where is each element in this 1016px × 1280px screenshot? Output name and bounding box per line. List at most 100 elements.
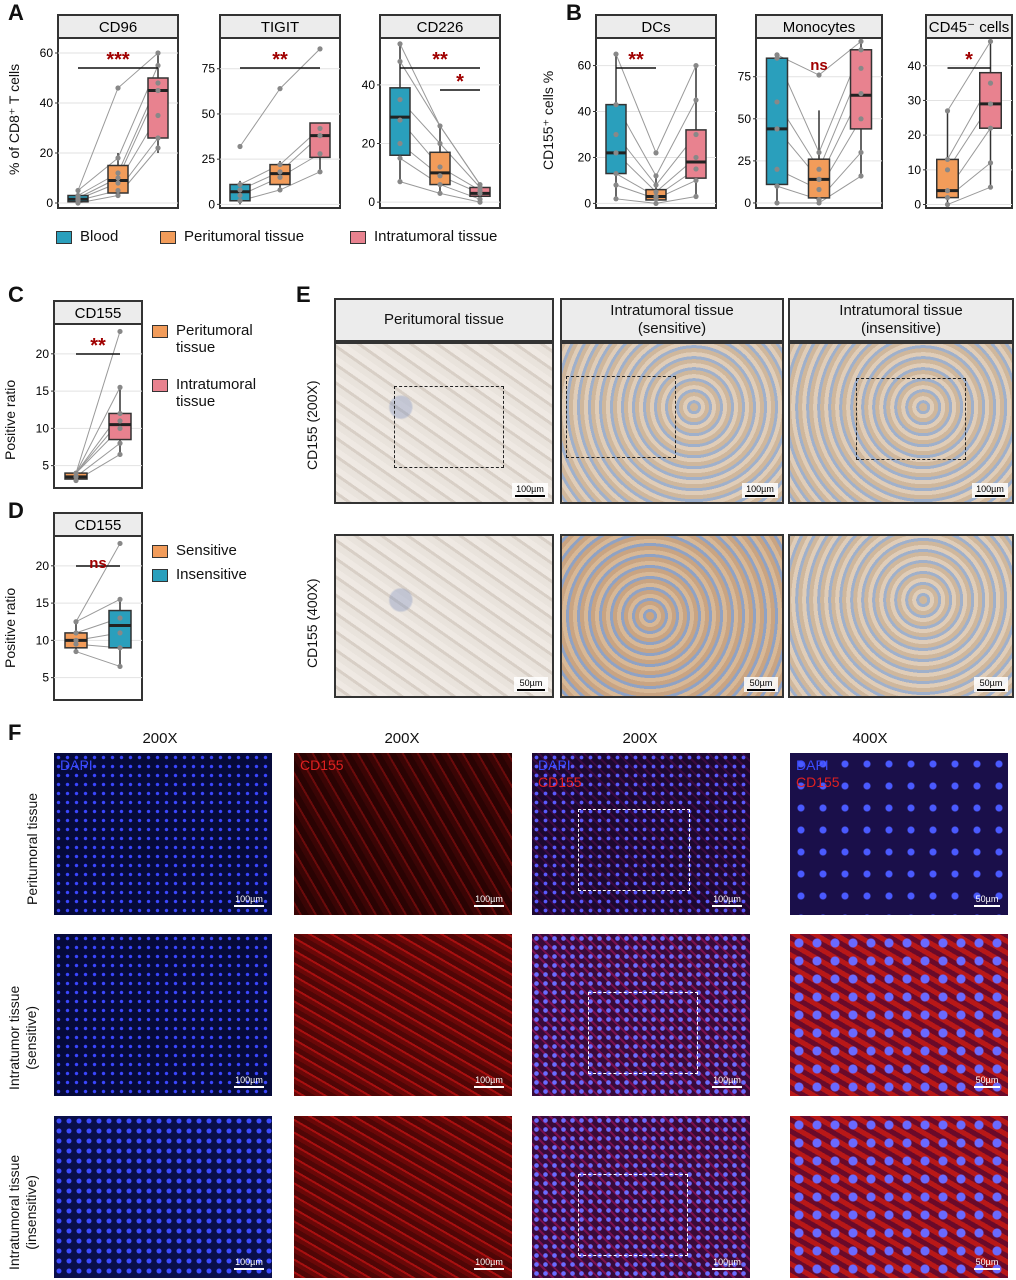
y-tick-label: 20	[36, 559, 50, 573]
boxplot-svg: CD45⁻ cells 0 10 20 30 40 *	[908, 14, 1013, 212]
data-point	[816, 72, 822, 78]
data-point	[613, 170, 619, 177]
legend-c-peritumoral-swatch	[152, 325, 168, 338]
facet-title: Monocytes	[783, 19, 856, 36]
data-point	[858, 38, 864, 44]
data-point	[693, 193, 699, 200]
scale-bar-label: 50µm	[975, 1075, 999, 1085]
sig-label: **	[272, 49, 288, 71]
data-point	[237, 192, 243, 198]
y-tick-label: 15	[36, 384, 50, 398]
data-point	[858, 116, 864, 122]
data-point	[816, 176, 822, 182]
if-cd155-insensitive: 100µm	[294, 1116, 512, 1278]
data-point	[117, 630, 123, 636]
scale-bar-label: 100µm	[235, 1075, 263, 1085]
box	[765, 57, 789, 186]
merge-dapi-label: DAPI	[538, 757, 571, 773]
panel-f-col-4: 400X	[852, 730, 888, 747]
panel-label-d: D	[8, 498, 24, 523]
scale-bar: 100µm	[234, 1257, 264, 1270]
data-point	[816, 166, 822, 172]
data-point	[117, 328, 123, 335]
scale-bar-line	[747, 689, 775, 691]
data-point	[437, 181, 443, 188]
y-tick-label: 20	[36, 347, 50, 361]
facet-title: CD155	[75, 305, 122, 322]
legend-d-insensitive-swatch	[152, 569, 168, 582]
ihc-insensitive-400x: 50µm	[788, 534, 1014, 698]
data-point	[397, 96, 403, 103]
panel-b-ylabel: CD155⁺ cells %	[540, 70, 556, 170]
if-dapi-sensitive: 100µm	[54, 934, 272, 1096]
chart-a-cd96: CD96 0 20 40 60 ***	[28, 14, 180, 210]
data-point	[277, 174, 283, 180]
scale-bar-line	[975, 495, 1005, 497]
data-point	[816, 186, 822, 193]
legend-d-sensitive: Sensitive	[152, 542, 237, 559]
data-point	[237, 181, 243, 188]
data-point	[944, 167, 951, 173]
data-point	[693, 97, 699, 103]
legend-c-peritumoral-label: Peritumoral tissue	[176, 322, 253, 356]
y-tick-label: 5	[42, 459, 49, 473]
data-point	[73, 648, 79, 655]
chart-a-cd226: CD226 0 20 40 ** *	[350, 14, 502, 210]
dapi-label: DAPI	[60, 757, 93, 773]
data-point	[155, 135, 161, 141]
sig-label: *	[965, 49, 973, 71]
paired-line	[75, 387, 121, 474]
data-point	[477, 196, 483, 202]
boxplot-svg: Monocytes 0 25 50 75 ns	[738, 14, 883, 210]
data-point	[477, 181, 483, 188]
legend-peritumoral-label: Peritumoral tissue	[184, 228, 305, 245]
y-tick-label: 0	[584, 196, 591, 210]
data-point	[397, 117, 403, 123]
data-point	[858, 65, 864, 71]
y-tick-label: 20	[362, 137, 376, 151]
data-point	[155, 62, 161, 69]
data-point	[237, 187, 243, 193]
scale-bar-label: 100µm	[746, 484, 774, 494]
panel-e-row-200x: CD155 (200X)	[304, 380, 320, 471]
y-tick-label: 0	[46, 196, 53, 210]
data-point	[317, 125, 323, 132]
data-point	[155, 112, 161, 119]
panel-f-col-2: 200X	[384, 730, 420, 747]
data-point	[816, 149, 822, 156]
paired-line	[615, 198, 657, 204]
legend-peritumoral: Peritumoral tissue	[160, 228, 304, 245]
paired-line	[655, 65, 697, 154]
paired-line	[117, 52, 159, 89]
data-point	[397, 140, 403, 147]
data-point	[115, 85, 121, 91]
data-point	[117, 645, 123, 651]
facet-title: DCs	[641, 19, 670, 36]
data-point	[774, 99, 780, 105]
paired-line	[77, 157, 119, 191]
sig-label: ns	[810, 57, 828, 74]
data-point	[653, 150, 659, 156]
merge-label: DAPI CD155	[538, 757, 582, 791]
data-point	[858, 90, 864, 97]
if-400x-insensitive: 50µm	[790, 1116, 1008, 1278]
data-point	[115, 187, 121, 194]
paired-line	[439, 143, 481, 188]
data-point	[693, 177, 699, 184]
legend-blood-label: Blood	[80, 228, 119, 245]
data-point	[858, 47, 864, 53]
scale-bar-line	[234, 1268, 264, 1270]
boxplot-svg: TIGIT 0 25 50 75 **	[202, 14, 341, 211]
data-point	[155, 87, 161, 94]
data-point	[613, 131, 619, 138]
data-point	[774, 183, 780, 189]
data-point	[653, 173, 659, 179]
scale-bar-line	[974, 905, 1000, 907]
paired-line	[439, 192, 481, 203]
scale-bar-label: 100µm	[235, 1257, 263, 1267]
y-tick-label: 50	[202, 107, 216, 121]
ihc-sensitive-200x: 100µm	[560, 342, 784, 504]
scale-bar: 100µm	[712, 894, 742, 907]
scale-bar: 100µm	[234, 1075, 264, 1088]
